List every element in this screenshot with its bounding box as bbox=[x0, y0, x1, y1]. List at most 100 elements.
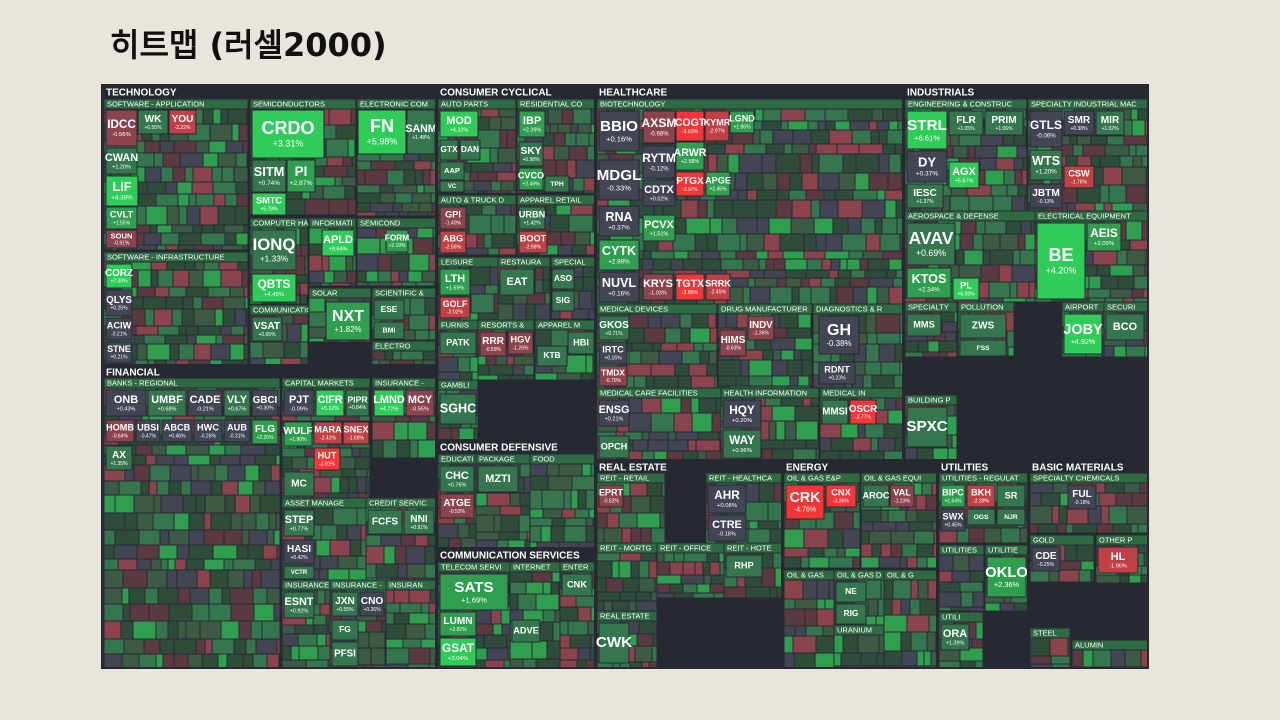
filler-tile bbox=[486, 492, 511, 507]
ticker-tile bbox=[283, 389, 315, 417]
industry-label: REIT - HEALTHCA bbox=[709, 473, 772, 482]
filler-tile bbox=[709, 561, 721, 576]
filler-tile bbox=[633, 375, 647, 389]
ticker-label: GSAT bbox=[442, 641, 475, 655]
filler-tile bbox=[165, 181, 178, 195]
change-label: +4.45% bbox=[264, 292, 285, 298]
filler-tile bbox=[356, 169, 366, 186]
filler-tile bbox=[1082, 649, 1094, 668]
filler-tile bbox=[500, 180, 515, 192]
filler-tile bbox=[603, 527, 623, 544]
filler-tile bbox=[334, 176, 343, 187]
filler-tile bbox=[770, 337, 796, 351]
sector-label: TECHNOLOGY bbox=[106, 88, 177, 99]
filler-tile bbox=[706, 552, 720, 563]
filler-tile bbox=[428, 329, 437, 341]
filler-tile bbox=[581, 463, 592, 477]
filler-tile bbox=[783, 579, 804, 600]
filler-tile bbox=[204, 638, 213, 655]
filler-tile bbox=[638, 560, 650, 579]
filler-tile bbox=[1112, 523, 1132, 534]
filler-tile bbox=[148, 480, 158, 496]
filler-tile bbox=[408, 612, 430, 625]
ticker-tile bbox=[367, 509, 403, 535]
slide-title: 히트맵 (러셀2000) bbox=[110, 26, 387, 64]
filler-tile bbox=[875, 313, 901, 334]
filler-tile bbox=[509, 374, 528, 381]
filler-tile bbox=[877, 437, 896, 452]
filler-tile bbox=[886, 129, 904, 145]
change-label: +0.42% bbox=[290, 555, 308, 561]
filler-tile bbox=[1139, 482, 1149, 494]
ticker-tile bbox=[536, 345, 568, 367]
filler-tile bbox=[1136, 544, 1149, 554]
filler-tile bbox=[103, 603, 124, 622]
filler-tile bbox=[971, 638, 984, 649]
filler-tile bbox=[748, 520, 759, 530]
filler-tile bbox=[542, 581, 552, 595]
filler-tile bbox=[565, 354, 587, 374]
filler-tile bbox=[805, 439, 820, 450]
filler-tile bbox=[413, 160, 432, 171]
filler-tile bbox=[200, 232, 226, 246]
filler-tile bbox=[736, 313, 750, 329]
ticker-label: BE bbox=[1048, 245, 1073, 265]
filler-tile bbox=[188, 269, 204, 288]
filler-tile bbox=[551, 571, 561, 583]
filler-tile bbox=[103, 512, 126, 531]
filler-tile bbox=[233, 638, 247, 655]
filler-tile bbox=[723, 586, 747, 599]
filler-tile bbox=[424, 563, 437, 579]
filler-tile bbox=[806, 258, 823, 271]
filler-tile bbox=[807, 547, 825, 558]
ticker-label: ESE bbox=[381, 304, 398, 314]
filler-tile bbox=[927, 579, 938, 600]
filler-tile bbox=[626, 363, 652, 377]
filler-tile bbox=[1065, 523, 1074, 534]
filler-tile bbox=[1088, 297, 1106, 303]
filler-tile bbox=[182, 494, 197, 514]
filler-tile bbox=[987, 297, 1004, 303]
filler-tile bbox=[864, 423, 885, 439]
filler-tile bbox=[235, 181, 249, 195]
filler-tile bbox=[660, 313, 681, 329]
filler-tile bbox=[155, 620, 169, 640]
filler-tile bbox=[695, 439, 721, 452]
filler-tile bbox=[946, 415, 958, 436]
ticker-label: MOD bbox=[446, 115, 472, 127]
change-label: +1.51% bbox=[650, 231, 669, 237]
ticker-label: HGV bbox=[511, 335, 532, 345]
industry-label: HEALTH INFORMATION bbox=[724, 388, 807, 397]
filler-tile bbox=[145, 205, 168, 226]
filler-tile bbox=[999, 233, 1019, 251]
filler-tile bbox=[174, 558, 187, 571]
filler-tile bbox=[193, 244, 214, 251]
filler-tile bbox=[167, 620, 179, 640]
filler-tile bbox=[273, 603, 281, 622]
filler-tile bbox=[795, 420, 819, 441]
filler-tile bbox=[619, 552, 642, 562]
filler-tile bbox=[666, 450, 684, 461]
filler-tile bbox=[140, 480, 150, 496]
filler-tile bbox=[1094, 202, 1105, 212]
ticker-tile bbox=[477, 465, 519, 493]
change-label: -0.91% bbox=[114, 240, 130, 246]
filler-tile bbox=[1050, 655, 1071, 665]
filler-tile bbox=[542, 266, 551, 281]
filler-tile bbox=[768, 420, 777, 441]
change-label: +0.68% bbox=[158, 406, 177, 412]
filler-tile bbox=[635, 591, 652, 602]
ticker-label: LMND bbox=[373, 394, 405, 406]
filler-tile bbox=[549, 123, 559, 134]
filler-tile bbox=[255, 512, 270, 531]
industry-label: SPECIALTY bbox=[908, 302, 949, 311]
change-label: +2.45% bbox=[709, 186, 727, 192]
filler-tile bbox=[1030, 220, 1036, 235]
filler-tile bbox=[1024, 195, 1028, 212]
filler-tile bbox=[878, 556, 901, 569]
filler-tile bbox=[1115, 492, 1133, 507]
change-label: +5.67% bbox=[955, 178, 974, 184]
filler-tile bbox=[356, 202, 371, 213]
ticker-tile bbox=[518, 110, 546, 138]
filler-tile bbox=[708, 350, 718, 365]
